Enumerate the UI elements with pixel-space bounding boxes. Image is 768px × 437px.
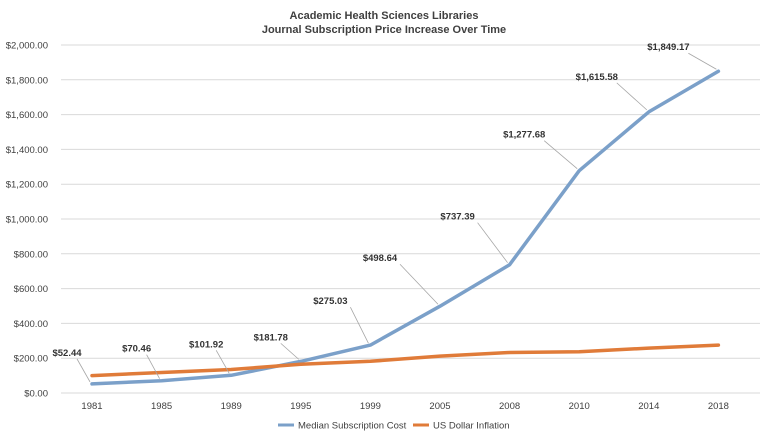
x-tick-label: 1995	[290, 401, 311, 412]
legend-label: US Dollar Inflation	[433, 421, 510, 432]
leader-line	[616, 82, 648, 111]
x-tick-label: 2010	[569, 401, 590, 412]
x-tick-label: 2008	[499, 401, 520, 412]
data-label: $52.44	[52, 348, 82, 359]
leader-line	[350, 306, 369, 344]
x-tick-label: 1989	[221, 401, 242, 412]
chart-subtitle: Journal Subscription Price Increase Over…	[262, 24, 506, 36]
leader-line	[543, 140, 578, 169]
leader-line	[477, 222, 508, 263]
gridlines	[61, 44, 760, 394]
leader-line	[215, 350, 230, 374]
data-label: $1,277.68	[503, 130, 545, 141]
leader-line	[76, 358, 91, 383]
y-axis-tick-labels: $0.00 $200.00 $400.00 $600.00 $800.00 $1,000.…	[6, 41, 48, 400]
y-tick-label: $1,600.00	[6, 110, 48, 121]
x-tick-label: 2014	[638, 401, 659, 412]
x-tick-label: 1981	[81, 401, 102, 412]
y-tick-label: $800.00	[14, 249, 48, 260]
leader-line	[146, 354, 160, 379]
x-tick-label: 1985	[151, 401, 172, 412]
x-tick-label: 2018	[708, 401, 729, 412]
data-label: $181.78	[254, 332, 288, 343]
leader-line	[280, 343, 300, 360]
y-tick-label: $400.00	[14, 319, 48, 330]
series-line-median-subscription-cost	[90, 69, 721, 386]
series-line-us-dollar-inflation	[90, 343, 721, 378]
series-lines	[90, 69, 721, 386]
data-label: $737.39	[440, 212, 474, 223]
y-tick-label: $1,000.00	[6, 215, 48, 226]
x-axis-tick-labels: 1981 1985 1989 1995 1999 2005 2008 2010 2014 2018	[81, 401, 729, 412]
data-label: $101.92	[189, 339, 223, 350]
data-label: $1,849.17	[647, 42, 689, 53]
data-labels: $52.44 $70.46 $101.92 $181.78 $275.03 $498.64…	[52, 42, 717, 383]
y-tick-label: $0.00	[24, 389, 48, 400]
data-label: $1,615.58	[576, 72, 618, 83]
chart-title: Academic Health Sciences Libraries	[290, 10, 479, 22]
leader-line	[688, 52, 717, 70]
y-tick-label: $600.00	[14, 284, 48, 295]
data-label: $70.46	[122, 344, 151, 355]
data-label: $275.03	[313, 296, 347, 307]
leader-line	[399, 263, 439, 305]
x-tick-label: 1999	[360, 401, 381, 412]
y-tick-label: $1,200.00	[6, 180, 48, 191]
x-tick-label: 2005	[429, 401, 450, 412]
y-tick-label: $1,800.00	[6, 75, 48, 86]
y-tick-label: $1,400.00	[6, 145, 48, 156]
y-tick-label: $200.00	[14, 354, 48, 365]
data-label: $498.64	[363, 253, 398, 264]
y-tick-label: $2,000.00	[6, 41, 48, 52]
legend-label: Median Subscription Cost	[298, 421, 407, 432]
legend: Median Subscription Cost US Dollar Inflat…	[278, 421, 510, 432]
